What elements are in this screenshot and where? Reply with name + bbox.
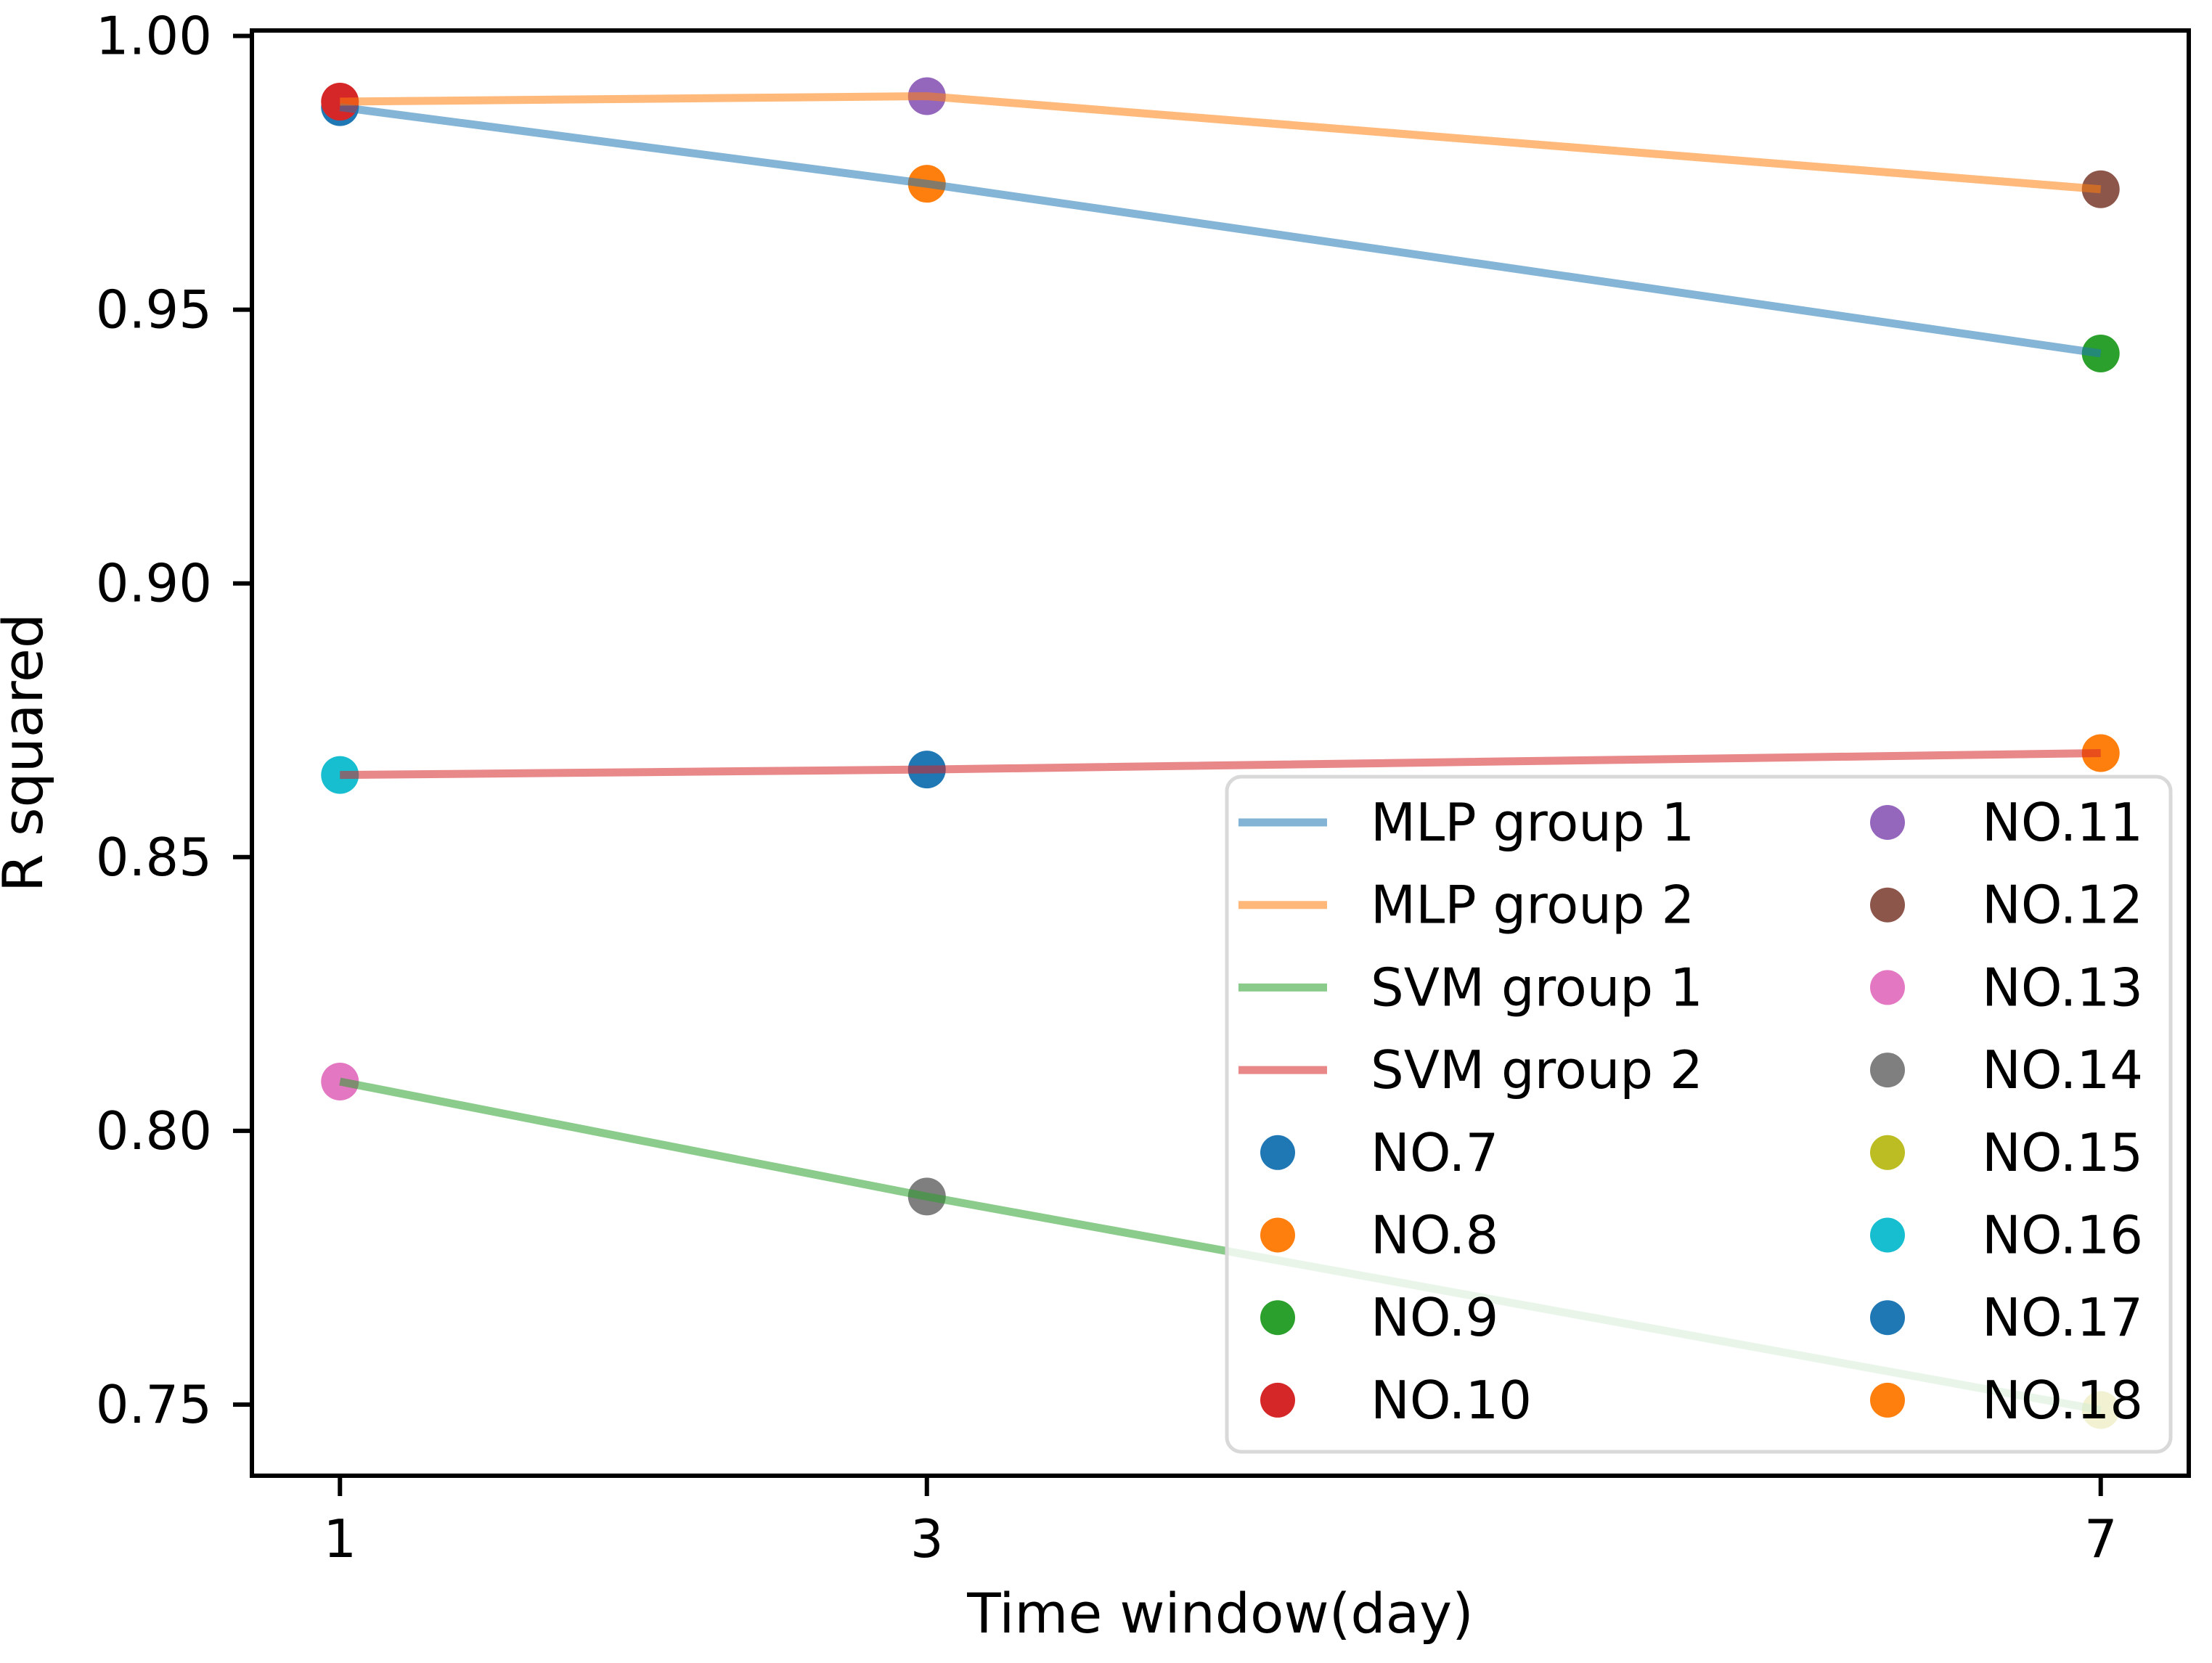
legend-label-mlp-group-2: MLP group 2 bbox=[1371, 875, 1694, 936]
legend-label-svm-group-1: SVM group 1 bbox=[1371, 957, 1703, 1018]
plot-area-border bbox=[250, 28, 2191, 1478]
legend-marker-no-9 bbox=[1260, 1300, 1295, 1336]
legend-label-no-16: NO.16 bbox=[1982, 1205, 2143, 1266]
legend-label-no-18: NO.18 bbox=[1982, 1370, 2143, 1431]
x-tick-label: 3 bbox=[910, 1508, 944, 1569]
y-tick-label: 1.00 bbox=[96, 6, 212, 67]
legend-box bbox=[1225, 775, 2173, 1454]
legend-marker-no-11 bbox=[1870, 805, 1905, 840]
y-axis-label: R squared bbox=[0, 613, 55, 892]
y-tick-label: 0.85 bbox=[96, 827, 212, 888]
legend-marker-no-17 bbox=[1870, 1300, 1905, 1336]
legend-label-mlp-group-1: MLP group 1 bbox=[1371, 792, 1694, 853]
legend-label-no-8: NO.8 bbox=[1371, 1205, 1498, 1266]
point-no-9 bbox=[2081, 334, 2120, 372]
x-tick-label: 1 bbox=[323, 1508, 356, 1569]
legend-marker-no-13 bbox=[1870, 970, 1905, 1005]
legend-marker-no-14 bbox=[1870, 1053, 1905, 1088]
legend-label-no-7: NO.7 bbox=[1371, 1122, 1498, 1183]
legend-label-no-12: NO.12 bbox=[1982, 875, 2143, 936]
legend-label-no-13: NO.13 bbox=[1982, 957, 2143, 1018]
legend-marker-no-15 bbox=[1870, 1135, 1905, 1170]
y-tick-label: 0.90 bbox=[96, 553, 212, 614]
legend-label-no-9: NO.9 bbox=[1371, 1287, 1498, 1348]
line-svm-group-2 bbox=[340, 749, 2101, 780]
legend-label-no-11: NO.11 bbox=[1982, 792, 2143, 853]
legend-marker-no-18 bbox=[1870, 1382, 1905, 1418]
legend-label-no-15: NO.15 bbox=[1982, 1122, 2143, 1183]
legend-label-no-17: NO.17 bbox=[1982, 1287, 2143, 1348]
legend-marker-no-12 bbox=[1870, 887, 1905, 923]
y-tick-label: 0.80 bbox=[96, 1100, 212, 1161]
legend-marker-no-8 bbox=[1260, 1217, 1295, 1253]
legend-marker-no-10 bbox=[1260, 1382, 1295, 1418]
y-tick-label: 0.95 bbox=[96, 279, 212, 340]
y-tick-label: 0.75 bbox=[96, 1374, 212, 1435]
line-mlp-group-1 bbox=[339, 103, 2102, 358]
line-mlp-group-2 bbox=[340, 91, 2102, 194]
x-axis-label: Time window(day) bbox=[966, 1581, 1474, 1646]
x-tick-label: 7 bbox=[2084, 1508, 2118, 1569]
legend-label-no-14: NO.14 bbox=[1982, 1039, 2143, 1100]
legend-marker-no-7 bbox=[1260, 1135, 1295, 1170]
legend-marker-no-16 bbox=[1870, 1217, 1905, 1253]
legend-label-no-10: NO.10 bbox=[1371, 1370, 1532, 1431]
legend-label-svm-group-2: SVM group 2 bbox=[1371, 1039, 1703, 1100]
